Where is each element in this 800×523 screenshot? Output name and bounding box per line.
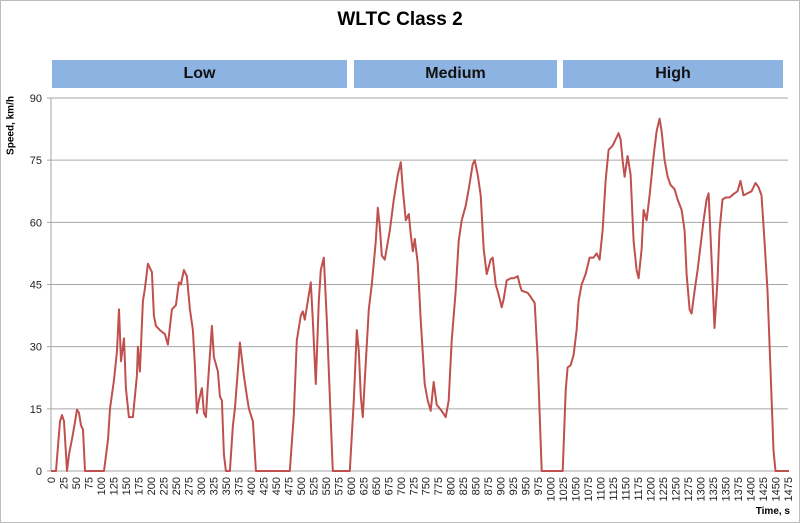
x-tick-label: 525	[308, 477, 320, 495]
phase-medium: Medium	[354, 60, 557, 88]
y-tick-label: 0	[36, 466, 42, 478]
x-axis-label: Time, s	[755, 506, 790, 517]
y-tick-label: 30	[30, 342, 42, 354]
x-tick-label: 1025	[558, 477, 570, 501]
chart-title: WLTC Class 2	[337, 9, 463, 30]
x-tick-label: 1400	[746, 477, 758, 501]
x-tick-label: 450	[271, 477, 283, 495]
x-tick-label: 375	[233, 477, 245, 495]
x-tick-label: 1075	[583, 477, 595, 501]
x-tick-label: 1375	[733, 477, 745, 501]
speed-series-line	[51, 117, 789, 472]
x-tick-label: 1100	[596, 477, 608, 501]
x-tick-label: 750	[421, 477, 433, 495]
x-tick-label: 875	[483, 477, 495, 495]
x-tick-label: 1475	[783, 477, 795, 501]
x-tick-label: 800	[446, 477, 458, 495]
x-tick-label: 600	[346, 477, 358, 495]
x-tick-label: 1225	[658, 477, 670, 501]
x-tick-label: 75	[83, 477, 95, 489]
x-tick-label: 200	[146, 477, 158, 495]
x-tick-label: 1150	[621, 477, 633, 501]
x-tick-label: 150	[121, 477, 133, 495]
x-tick-label: 225	[158, 477, 170, 495]
x-tick-label: 725	[408, 477, 420, 495]
x-tick-label: 1125	[608, 477, 620, 501]
x-tick-label: 975	[533, 477, 545, 495]
y-tick-label: 75	[30, 155, 42, 167]
x-tick-label: 425	[258, 477, 270, 495]
x-tick-label: 925	[508, 477, 520, 495]
x-tick-label: 500	[296, 477, 308, 495]
x-tick-label: 675	[383, 477, 395, 495]
x-tick-label: 1275	[683, 477, 695, 501]
y-tick-label: 60	[30, 217, 42, 229]
x-tick-label: 300	[196, 477, 208, 495]
x-tick-label: 1450	[771, 477, 783, 501]
y-tick-label: 15	[30, 404, 42, 416]
x-tick-label: 100	[96, 477, 108, 495]
x-tick-label: 950	[521, 477, 533, 495]
phase-high: High	[563, 60, 783, 88]
x-tick-label: 1200	[646, 477, 658, 501]
y-tick-label: 45	[30, 280, 42, 292]
x-tick-label: 700	[396, 477, 408, 495]
x-tick-label: 900	[496, 477, 508, 495]
x-tick-label: 400	[246, 477, 258, 495]
x-tick-label: 1175	[633, 477, 645, 501]
x-tick-label: 0	[46, 477, 58, 483]
x-tick-label: 1050	[571, 477, 583, 501]
x-tick-label: 175	[133, 477, 145, 495]
x-tick-label: 275	[183, 477, 195, 495]
x-tick-label: 550	[321, 477, 333, 495]
x-tick-label: 1350	[721, 477, 733, 501]
x-tick-label: 625	[358, 477, 370, 495]
x-tick-label: 350	[221, 477, 233, 495]
phase-low: Low	[52, 60, 347, 88]
x-tick-label: 650	[371, 477, 383, 495]
x-tick-label: 775	[433, 477, 445, 495]
x-tick-label: 325	[208, 477, 220, 495]
x-tick-label: 575	[333, 477, 345, 495]
y-tick-label: 90	[30, 93, 42, 105]
x-tick-label: 50	[71, 477, 83, 489]
x-tick-label: 1250	[671, 477, 683, 501]
x-tick-label: 1300	[696, 477, 708, 501]
x-tick-label: 250	[171, 477, 183, 495]
x-tick-label: 1325	[708, 477, 720, 501]
x-tick-label: 125	[108, 477, 120, 495]
x-tick-label: 1000	[546, 477, 558, 501]
x-tick-label: 25	[58, 477, 70, 489]
x-tick-label: 825	[458, 477, 470, 495]
x-tick-label: 475	[283, 477, 295, 495]
x-tick-label: 850	[471, 477, 483, 495]
x-tick-label: 1425	[758, 477, 770, 501]
